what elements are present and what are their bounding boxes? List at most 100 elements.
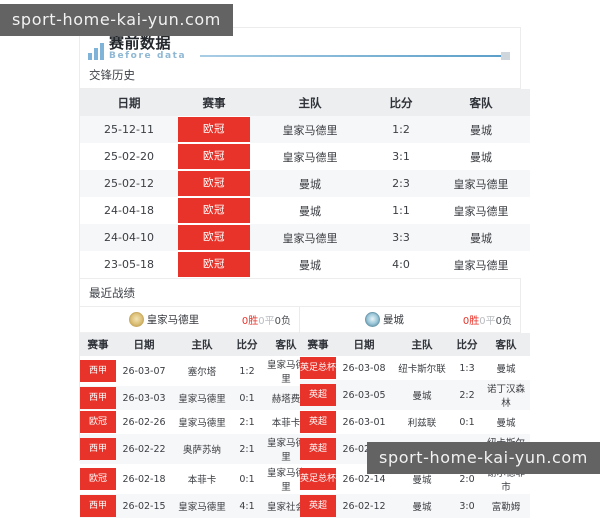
recent-competition: 西甲 (80, 356, 116, 386)
record-draws: 0平 (258, 316, 275, 327)
h2h-score: 2:3 (370, 170, 432, 197)
recent-score: 0:1 (232, 464, 262, 494)
recent-date: 26-03-05 (336, 380, 392, 410)
recent-col-score: 比分 (232, 333, 262, 356)
recent-away-team: 诺丁汉森林 (482, 380, 530, 410)
recent-date: 26-02-26 (116, 410, 172, 434)
record-wins: 0胜 (241, 316, 259, 327)
table-row[interactable]: 欧冠 26-02-26 皇家马德里 2:1 本菲卡 (80, 410, 310, 434)
recent-competition: 西甲 (80, 434, 116, 464)
record-draws: 0平 (479, 316, 496, 327)
h2h-away-team: 曼城 (432, 143, 530, 170)
competition-badge: 西甲 (80, 387, 116, 409)
recent-competition: 英超 (300, 380, 336, 410)
recent-col-away: 客队 (262, 333, 310, 356)
recent-date: 26-02-22 (116, 434, 172, 464)
h2h-home-team: 曼城 (250, 170, 370, 197)
competition-badge: 西甲 (80, 495, 116, 517)
recent-competition: 西甲 (80, 386, 116, 410)
recent-competition: 英超 (300, 434, 336, 464)
table-row[interactable]: 25-02-20 欧冠 皇家马德里 3:1 曼城 (80, 143, 530, 170)
recent-home-team: 纽卡斯尔联 (392, 356, 452, 380)
man-city-crest-icon (364, 312, 380, 327)
record-losses: 0负 (274, 316, 291, 327)
recent-score: 1:3 (452, 356, 482, 380)
h2h-date: 25-12-11 (80, 116, 178, 143)
h2h-header-row: 日期 赛事 主队 比分 客队 (80, 89, 530, 116)
recent-date: 26-03-03 (116, 386, 172, 410)
recent-team-name: 曼城 (382, 314, 404, 326)
recent-col-home: 主队 (172, 333, 232, 356)
h2h-home-team: 皇家马德里 (250, 116, 370, 143)
table-row[interactable]: 24-04-10 欧冠 皇家马德里 3:3 曼城 (80, 224, 530, 251)
table-row[interactable]: 西甲 26-02-15 皇家马德里 4:1 皇家社会 (80, 494, 310, 518)
recent-col-score: 比分 (452, 333, 482, 356)
competition-badge: 西甲 (80, 438, 116, 460)
recent-score: 4:1 (232, 494, 262, 518)
recent-competition: 英超 (300, 494, 336, 518)
h2h-col-home: 主队 (250, 89, 370, 116)
recent-col-competition: 赛事 (80, 333, 116, 356)
table-row[interactable]: 25-02-12 欧冠 曼城 2:3 皇家马德里 (80, 170, 530, 197)
competition-badge: 欧冠 (178, 198, 250, 223)
table-row[interactable]: 英超 26-03-01 利兹联 0:1 曼城 (300, 410, 530, 434)
recent-col-home: 主队 (392, 333, 452, 356)
competition-badge: 英足总杯 (300, 357, 336, 379)
recent-competition: 英足总杯 (300, 464, 336, 494)
watermark-top: sport-home-kai-yun.com (0, 4, 233, 36)
competition-badge: 欧冠 (178, 144, 250, 169)
table-row[interactable]: 西甲 26-02-22 奥萨苏纳 2:1 皇家马德里 (80, 434, 310, 464)
brand-name-cn: 赛前数据 (109, 34, 172, 52)
recent-competition: 欧冠 (80, 464, 116, 494)
table-row[interactable]: 西甲 26-03-03 皇家马德里 0:1 赫塔费 (80, 386, 310, 410)
h2h-away-team: 曼城 (432, 224, 530, 251)
competition-badge: 英超 (300, 438, 336, 460)
table-row[interactable]: 英超 26-03-05 曼城 2:2 诺丁汉森林 (300, 380, 530, 410)
recent-home-team: 皇家马德里 (172, 494, 232, 518)
h2h-home-team: 曼城 (250, 251, 370, 278)
recent-away-team: 曼城 (482, 356, 530, 380)
recent-competition: 英足总杯 (300, 356, 336, 380)
recent-home-team: 皇家马德里 (172, 386, 232, 410)
recent-header-row: 赛事 日期 主队 比分 客队 (80, 333, 310, 356)
brand-text: 赛前数据 Before data (109, 36, 186, 61)
recent-date: 26-02-15 (116, 494, 172, 518)
recent-competition: 英超 (300, 410, 336, 434)
real-madrid-crest-icon (128, 312, 144, 327)
h2h-competition: 欧冠 (178, 251, 250, 278)
table-row[interactable]: 欧冠 26-02-18 本菲卡 0:1 皇家马德里 (80, 464, 310, 494)
recent-home-team: 本菲卡 (172, 464, 232, 494)
table-row[interactable]: 英超 26-02-12 曼城 3:0 富勒姆 (300, 494, 530, 518)
table-row[interactable]: 25-12-11 欧冠 皇家马德里 1:2 曼城 (80, 116, 530, 143)
competition-badge: 英足总杯 (300, 468, 336, 490)
recent-away-team: 富勒姆 (482, 494, 530, 518)
recent-col-date: 日期 (116, 333, 172, 356)
brand-name-en: Before data (109, 51, 187, 61)
h2h-date: 25-02-12 (80, 170, 178, 197)
recent-home-team: 曼城 (392, 380, 452, 410)
recent-col-date: 日期 (336, 333, 392, 356)
recent-home-team: 奥萨苏纳 (172, 434, 232, 464)
h2h-home-team: 皇家马德里 (250, 224, 370, 251)
table-row[interactable]: 23-05-18 欧冠 曼城 4:0 皇家马德里 (80, 251, 530, 278)
h2h-score: 3:1 (370, 143, 432, 170)
h2h-score: 1:1 (370, 197, 432, 224)
table-row[interactable]: 西甲 26-03-07 塞尔塔 1:2 皇家马德里 (80, 356, 310, 386)
table-row[interactable]: 24-04-18 欧冠 曼城 1:1 皇家马德里 (80, 197, 530, 224)
h2h-competition: 欧冠 (178, 197, 250, 224)
recent-score: 1:2 (232, 356, 262, 386)
competition-badge: 英超 (300, 495, 336, 517)
brand-divider-line (200, 55, 501, 57)
recent-score: 2:2 (452, 380, 482, 410)
recent-panel-home: 皇家马德里 0胜0平0负 赛事 日期 主队 比分 客队 西甲 (80, 307, 310, 518)
h2h-away-team: 曼城 (432, 116, 530, 143)
h2h-score: 4:0 (370, 251, 432, 278)
recent-competition: 西甲 (80, 494, 116, 518)
h2h-section-title: 交锋历史 (80, 62, 520, 89)
recent-score: 0:1 (232, 386, 262, 410)
h2h-competition: 欧冠 (178, 143, 250, 170)
h2h-home-team: 皇家马德里 (250, 143, 370, 170)
h2h-col-score: 比分 (370, 89, 432, 116)
table-row[interactable]: 英足总杯 26-03-08 纽卡斯尔联 1:3 曼城 (300, 356, 530, 380)
recent-score: 2:1 (232, 434, 262, 464)
